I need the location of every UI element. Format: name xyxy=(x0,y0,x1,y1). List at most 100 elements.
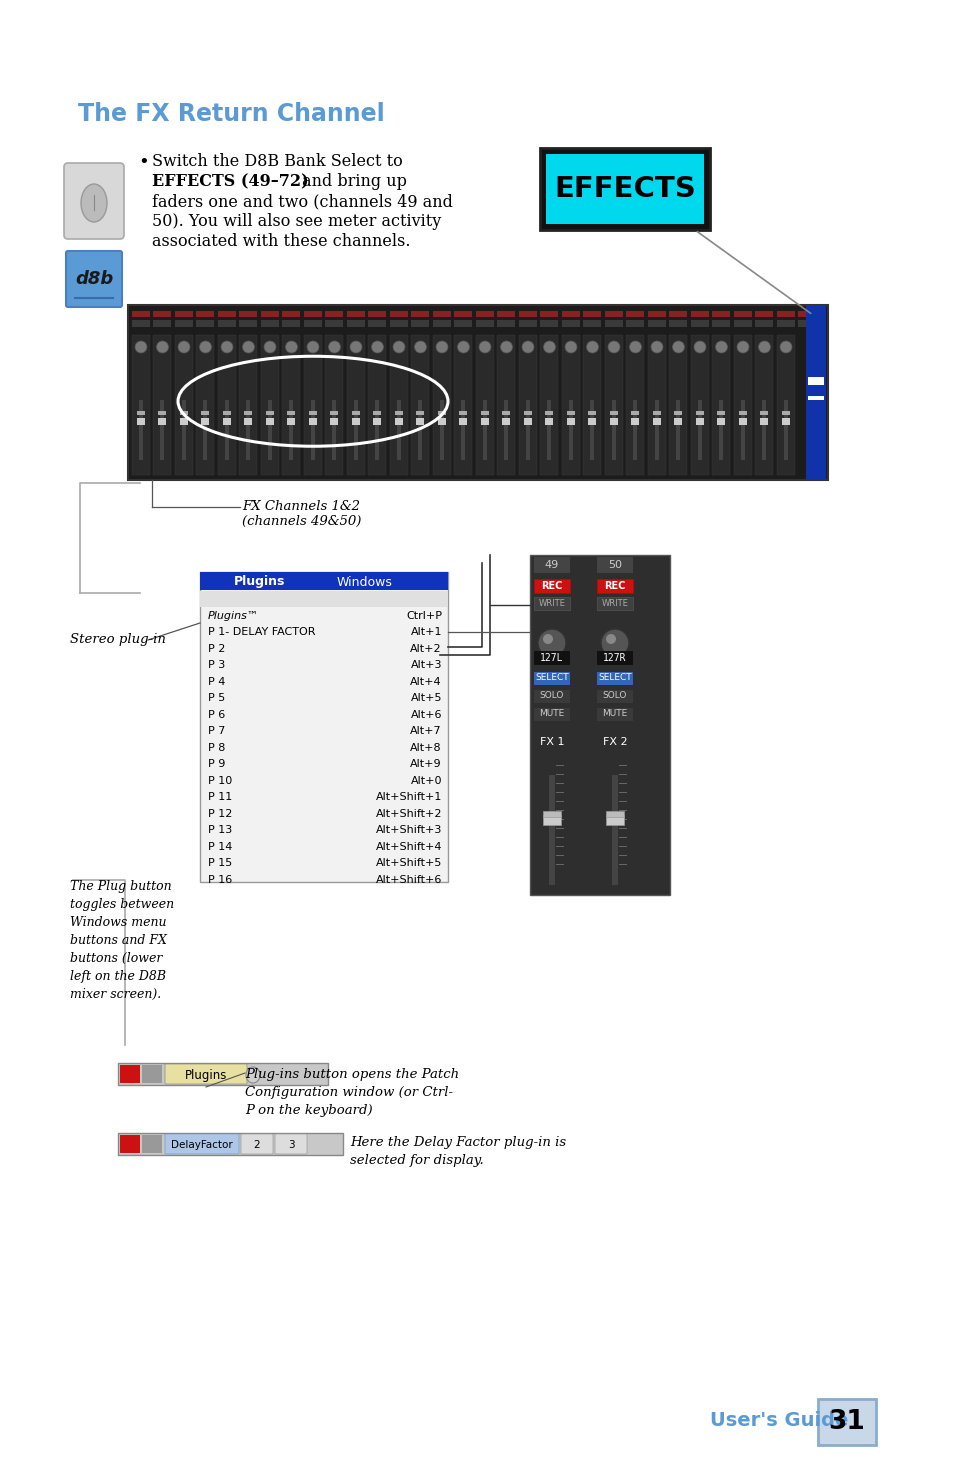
Bar xyxy=(696,412,703,414)
Text: Stereo plug-in: Stereo plug-in xyxy=(70,633,166,646)
Text: Plugins: Plugins xyxy=(185,1068,227,1081)
Text: Plugins: Plugins xyxy=(234,575,285,589)
Bar xyxy=(200,572,448,590)
Bar xyxy=(534,597,569,611)
Bar xyxy=(309,417,316,425)
Bar xyxy=(225,400,229,460)
Text: MUTE: MUTE xyxy=(538,709,564,718)
Text: Alt+8: Alt+8 xyxy=(410,743,441,752)
Bar xyxy=(542,811,560,817)
Bar xyxy=(174,320,193,327)
Bar xyxy=(547,400,551,460)
Text: SOLO: SOLO xyxy=(602,692,626,701)
Bar xyxy=(416,417,424,425)
Text: and bring up: and bring up xyxy=(296,173,406,190)
Ellipse shape xyxy=(350,341,361,353)
Bar xyxy=(781,417,789,425)
Text: P 7: P 7 xyxy=(208,726,225,736)
Text: 127R: 127R xyxy=(602,653,626,662)
Bar xyxy=(597,650,633,665)
Bar xyxy=(755,320,773,327)
Bar xyxy=(439,400,443,460)
Bar xyxy=(480,412,489,414)
Bar xyxy=(132,311,150,317)
Bar xyxy=(605,816,623,825)
Bar xyxy=(545,412,553,414)
Bar xyxy=(755,311,773,317)
Text: P 14: P 14 xyxy=(208,842,233,851)
Bar xyxy=(540,335,558,475)
Text: Alt+Shift+2: Alt+Shift+2 xyxy=(375,808,441,819)
Bar xyxy=(304,320,322,327)
Ellipse shape xyxy=(285,341,297,353)
Bar xyxy=(652,412,660,414)
Text: MUTE: MUTE xyxy=(601,709,627,718)
Bar xyxy=(590,400,594,460)
Bar xyxy=(200,572,448,882)
Ellipse shape xyxy=(307,341,318,353)
Bar xyxy=(739,412,746,414)
Ellipse shape xyxy=(564,341,577,353)
Bar xyxy=(597,558,633,572)
Text: P 8: P 8 xyxy=(208,743,225,752)
Text: Here the Delay Factor plug-in is
selected for display.: Here the Delay Factor plug-in is selecte… xyxy=(350,1136,565,1167)
Bar xyxy=(304,311,322,317)
Bar xyxy=(153,320,172,327)
Text: WRITE: WRITE xyxy=(538,599,565,609)
Bar xyxy=(325,311,343,317)
Bar xyxy=(497,335,515,475)
Bar xyxy=(347,311,365,317)
Bar xyxy=(518,335,537,475)
Bar xyxy=(368,320,386,327)
Ellipse shape xyxy=(537,628,565,656)
Bar xyxy=(374,412,381,414)
Bar xyxy=(712,320,730,327)
Bar xyxy=(733,320,751,327)
Bar xyxy=(566,412,575,414)
Bar xyxy=(561,335,579,475)
Bar xyxy=(674,412,681,414)
Bar xyxy=(142,1134,162,1153)
Bar xyxy=(261,320,278,327)
Bar xyxy=(761,400,765,460)
Text: Alt+9: Alt+9 xyxy=(410,760,441,770)
Text: P 2: P 2 xyxy=(208,643,225,653)
Bar xyxy=(325,335,343,475)
Bar xyxy=(137,412,145,414)
Bar xyxy=(180,417,188,425)
Bar xyxy=(647,335,665,475)
Bar xyxy=(740,400,744,460)
Bar xyxy=(523,412,532,414)
Bar xyxy=(330,417,338,425)
Text: P 5: P 5 xyxy=(208,693,225,704)
Bar xyxy=(518,320,537,327)
Bar xyxy=(390,320,408,327)
Bar xyxy=(139,400,143,460)
Bar xyxy=(476,311,494,317)
Bar xyxy=(142,1065,162,1083)
Bar xyxy=(437,412,446,414)
Bar xyxy=(534,580,569,593)
Text: 50: 50 xyxy=(607,560,621,569)
Bar xyxy=(416,412,424,414)
Bar xyxy=(583,311,601,317)
Text: P 4: P 4 xyxy=(208,677,225,687)
Text: associated with these channels.: associated with these channels. xyxy=(152,233,410,249)
Bar xyxy=(605,811,623,817)
Ellipse shape xyxy=(758,341,770,353)
Bar xyxy=(669,335,687,475)
Bar xyxy=(153,335,172,475)
Bar xyxy=(395,417,402,425)
Text: Alt+7: Alt+7 xyxy=(410,726,441,736)
Bar xyxy=(354,400,357,460)
Bar xyxy=(604,320,622,327)
Bar xyxy=(690,311,708,317)
Text: FX 2: FX 2 xyxy=(602,738,627,746)
Text: REC: REC xyxy=(603,581,625,591)
Bar xyxy=(239,335,257,475)
Bar xyxy=(502,412,510,414)
FancyBboxPatch shape xyxy=(165,1063,247,1084)
Bar xyxy=(480,417,489,425)
Bar xyxy=(534,690,569,704)
Text: P 3: P 3 xyxy=(208,661,225,670)
